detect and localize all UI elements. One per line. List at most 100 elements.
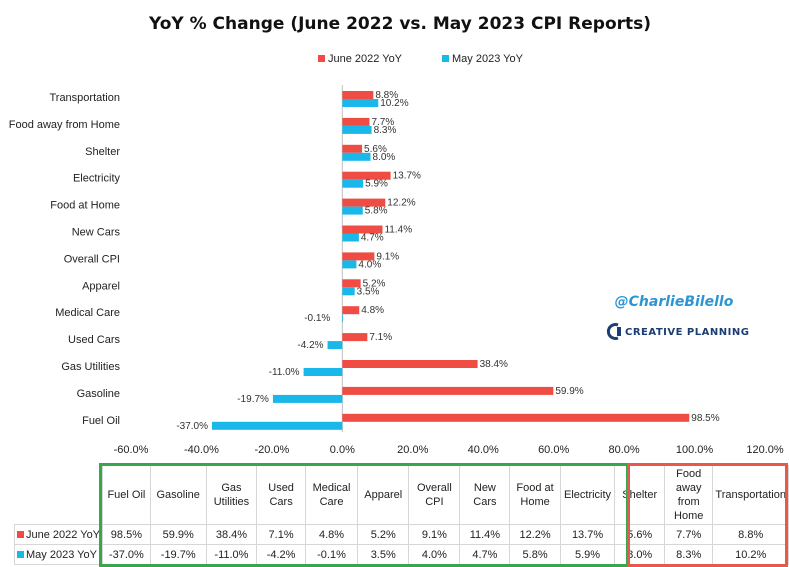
table-cell: 4.7% bbox=[459, 544, 511, 565]
bar-may-2023 bbox=[342, 152, 371, 161]
table-legend-swatch bbox=[17, 551, 24, 559]
bar-june-2022 bbox=[342, 91, 374, 99]
data-label-may: 4.0% bbox=[358, 259, 381, 270]
data-label-june: 7.1% bbox=[369, 332, 392, 343]
data-label-june: 59.9% bbox=[555, 386, 583, 397]
legend-label-june: June 2022 YoY bbox=[328, 53, 403, 65]
table-cell: 4.0% bbox=[408, 544, 461, 565]
bar-june-2022 bbox=[342, 144, 363, 153]
table-column-header: Gas Utilities bbox=[205, 465, 258, 525]
bar-may-2023 bbox=[341, 314, 343, 323]
table-row-header: May 2023 YoY bbox=[13, 544, 104, 565]
table-column-header: Used Cars bbox=[256, 465, 306, 525]
data-label-june: 13.7% bbox=[393, 171, 421, 182]
bar-may-2023 bbox=[212, 421, 343, 430]
category-label: Food at Home bbox=[50, 200, 120, 212]
table-corner bbox=[15, 466, 103, 525]
data-label-may: -19.7% bbox=[237, 394, 269, 405]
data-label-june: 7.7% bbox=[371, 117, 394, 128]
table-cell: 8.0% bbox=[614, 544, 666, 565]
category-label: Overall CPI bbox=[64, 253, 120, 265]
category-label: Food away from Home bbox=[9, 119, 120, 131]
data-label-may: 4.7% bbox=[361, 233, 384, 244]
data-label-may: 3.5% bbox=[357, 286, 380, 297]
table-column-header: Food at Home bbox=[509, 465, 561, 525]
x-tick-label: 20.0% bbox=[397, 444, 428, 456]
x-tick-label: 100.0% bbox=[676, 444, 714, 456]
x-tick-label: 40.0% bbox=[468, 444, 499, 456]
data-label-june: 98.5% bbox=[691, 413, 719, 424]
bars-layer: 8.8%10.2%7.7%8.3%5.6%8.0%13.7%5.9%12.2%5… bbox=[176, 85, 720, 432]
data-label-may: 5.8% bbox=[365, 206, 388, 217]
table-cell: 5.6% bbox=[614, 524, 666, 545]
data-label-june: 11.4% bbox=[384, 225, 412, 236]
table-legend-swatch bbox=[17, 531, 24, 539]
data-label-june: 9.1% bbox=[376, 251, 399, 262]
bar-june-2022 bbox=[342, 171, 391, 180]
category-label: Shelter bbox=[85, 146, 120, 158]
table-column-header: Electricity bbox=[559, 465, 616, 525]
category-label: Used Cars bbox=[68, 334, 120, 346]
category-label: Transportation bbox=[49, 92, 120, 104]
table-column-header: Medical Care bbox=[304, 465, 359, 525]
table-cell: 5.9% bbox=[559, 544, 616, 565]
data-label-june: 38.4% bbox=[480, 359, 508, 370]
creative-planning-icon bbox=[606, 323, 621, 340]
legend: June 2022 YoY May 2023 YoY bbox=[318, 53, 524, 65]
category-labels: Transportation Food away from Home Shelter… bbox=[9, 92, 121, 427]
x-tick-label: 80.0% bbox=[609, 444, 640, 456]
category-label: Gasoline bbox=[77, 388, 120, 400]
table-column-header: Food away from Home bbox=[664, 465, 714, 525]
table-row-label: May 2023 YoY bbox=[26, 548, 97, 561]
table-row-label: June 2022 YoY bbox=[26, 528, 101, 541]
table-cell: 11.4% bbox=[459, 524, 511, 545]
table-cell: 9.1% bbox=[408, 524, 461, 545]
table-cell: -37.0% bbox=[102, 544, 151, 565]
table-cell: 38.4% bbox=[205, 524, 258, 545]
bar-june-2022 bbox=[342, 117, 370, 126]
table-cell: 12.2% bbox=[509, 524, 561, 545]
category-label: New Cars bbox=[72, 227, 121, 239]
table-cell: 8.8% bbox=[712, 524, 789, 545]
bar-june-2022 bbox=[342, 360, 478, 368]
bar-may-2023 bbox=[342, 99, 379, 107]
watermark-handle: @CharlieBilello bbox=[615, 294, 734, 310]
table-cell: 7.7% bbox=[664, 524, 714, 545]
category-label: Electricity bbox=[73, 173, 121, 185]
table-cell: 59.9% bbox=[149, 524, 207, 545]
table-row: June 2022 YoY 98.5% 59.9% 38.4% 7.1% 4.8% 5.2%… bbox=[13, 524, 789, 545]
bar-june-2022 bbox=[342, 225, 383, 234]
table-column-header: New Cars bbox=[459, 465, 511, 525]
x-tick-label: 120.0% bbox=[746, 444, 784, 456]
category-label: Gas Utilities bbox=[61, 361, 120, 373]
bar-june-2022 bbox=[342, 333, 368, 342]
table-column-header: Gasoline bbox=[149, 465, 207, 525]
bar-june-2022 bbox=[342, 252, 375, 261]
table-column-header: Shelter bbox=[614, 465, 666, 525]
data-label-may: -11.0% bbox=[269, 367, 300, 378]
table-cell: -0.1% bbox=[304, 544, 359, 565]
table-cell: 3.5% bbox=[357, 544, 410, 565]
table-column-header: Transportation bbox=[712, 465, 789, 525]
table-cell: -4.2% bbox=[256, 544, 306, 565]
table-column-header: Fuel Oil bbox=[102, 465, 151, 525]
bar-may-2023 bbox=[303, 368, 343, 376]
x-tick-label: 60.0% bbox=[538, 444, 569, 456]
bar-may-2023 bbox=[342, 260, 357, 269]
x-axis-ticks: -60.0% -40.0% -20.0% 0.0% 20.0% 40.0% 60.0% 80.… bbox=[114, 444, 784, 456]
bar-june-2022 bbox=[342, 306, 360, 315]
table-cell: 10.2% bbox=[712, 544, 789, 565]
cpi-bar-chart: YoY % Change (June 2022 vs. May 2023 CPI… bbox=[9, 14, 784, 456]
table-cell: 13.7% bbox=[559, 524, 616, 545]
data-label-june: 4.8% bbox=[361, 305, 384, 316]
data-label-june: 12.2% bbox=[387, 198, 415, 209]
x-tick-label: -60.0% bbox=[114, 444, 149, 456]
bar-june-2022 bbox=[342, 386, 554, 395]
data-label-may: -4.2% bbox=[297, 340, 323, 351]
bar-may-2023 bbox=[272, 394, 343, 403]
table-cell: -11.0% bbox=[205, 544, 258, 565]
category-label: Medical Care bbox=[55, 307, 120, 319]
legend-label-may: May 2023 YoY bbox=[452, 53, 524, 65]
x-tick-label: 0.0% bbox=[330, 444, 355, 456]
data-label-may: 5.9% bbox=[365, 179, 388, 190]
